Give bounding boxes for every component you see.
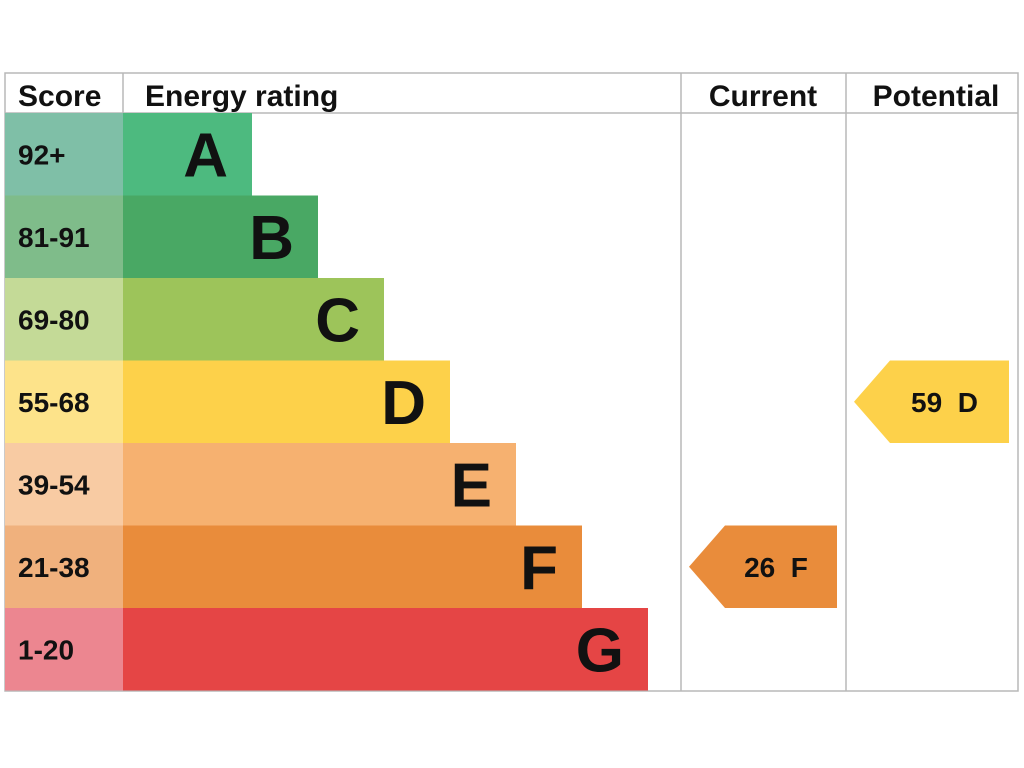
potential-rating-arrow (854, 360, 1009, 443)
score-range-f: 21-38 (18, 552, 90, 583)
score-range-c: 69-80 (18, 304, 90, 335)
rating-letter-d: D (381, 369, 426, 438)
score-range-a: 92+ (18, 139, 66, 170)
score-range-b: 81-91 (18, 222, 90, 253)
score-cell-f (5, 525, 123, 608)
rating-bar-c (123, 278, 384, 361)
score-cell-b (5, 195, 123, 278)
score-range-e: 39-54 (18, 469, 90, 500)
rating-letter-f: F (520, 534, 558, 603)
header-energy-rating: Energy rating (145, 80, 338, 113)
header-current: Current (709, 80, 817, 113)
header-score: Score (18, 80, 101, 113)
rating-letter-b: B (249, 204, 294, 273)
score-cell-a (5, 113, 123, 196)
score-range-g: 1-20 (18, 634, 74, 665)
current-rating-arrow (689, 525, 837, 608)
score-cell-c (5, 278, 123, 361)
rating-bar-f (123, 525, 582, 608)
rating-bar-a (123, 113, 252, 196)
rating-letter-c: C (315, 286, 360, 355)
rating-bar-d (123, 360, 450, 443)
score-cell-g (5, 608, 123, 691)
rating-bar-e (123, 443, 516, 526)
score-range-d: 55-68 (18, 387, 90, 418)
score-cell-d (5, 360, 123, 443)
rating-bar-b (123, 195, 318, 278)
rating-letter-a: A (183, 121, 228, 190)
current-rating-label: 26 F (744, 552, 808, 583)
rating-letter-e: E (451, 451, 492, 520)
rating-bar-g (123, 608, 648, 691)
potential-rating-label: 59 D (911, 387, 978, 418)
rating-indicators: 26 F 59 D (689, 360, 1009, 608)
score-cell-e (5, 443, 123, 526)
rating-bands: 92+ A 81-91 B 69-80 C 55-68 D 39-54 E 21-38 F 1-20 G (5, 113, 648, 691)
header-potential: Potential (873, 80, 1000, 113)
rating-letter-g: G (576, 616, 624, 685)
